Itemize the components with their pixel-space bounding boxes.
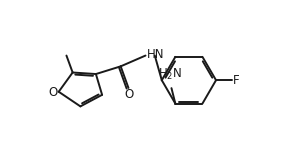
Text: HN: HN [147, 48, 165, 61]
Text: O: O [125, 88, 134, 101]
Text: O: O [49, 86, 58, 99]
Text: H$_2$N: H$_2$N [158, 67, 182, 82]
Text: F: F [233, 74, 239, 87]
